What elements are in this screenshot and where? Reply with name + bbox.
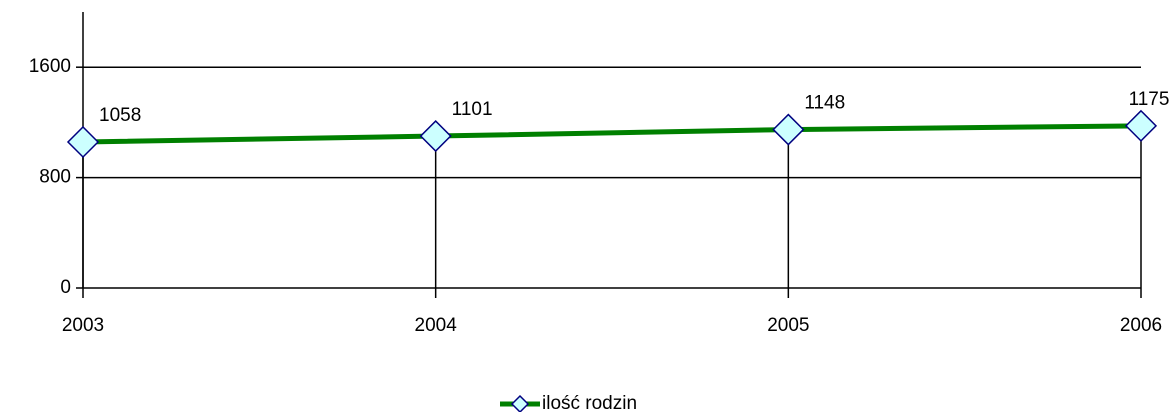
data-label: 1058	[99, 105, 141, 126]
x-tick-label: 2006	[1120, 315, 1162, 336]
legend-marker	[510, 394, 530, 412]
y-tick-label: 1600	[29, 56, 71, 77]
y-tick-label: 800	[39, 167, 71, 188]
marker	[66, 125, 100, 159]
x-tick-label: 2004	[415, 315, 458, 336]
data-label: 1101	[452, 99, 493, 120]
data-label: 1175	[1129, 89, 1170, 110]
marker	[1124, 109, 1158, 142]
y-tick-label: 0	[60, 277, 71, 298]
series-line	[82, 123, 1142, 145]
data-label: 1148	[804, 93, 845, 114]
x-tick-label: 2003	[62, 315, 104, 336]
x-tick-label: 2005	[767, 315, 809, 336]
marker	[772, 113, 805, 146]
legend-label: ilość rodzin	[542, 393, 637, 412]
marker	[419, 120, 452, 153]
